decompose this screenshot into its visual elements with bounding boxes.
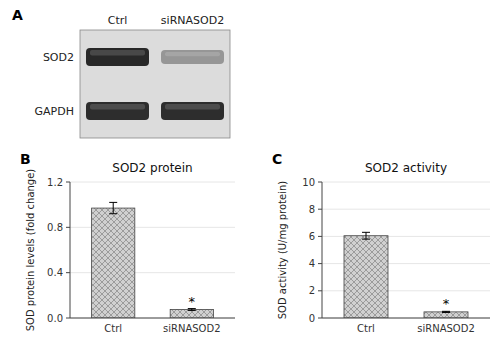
figure: A Ctrl siRNASOD2 SOD2 GAPDH B SOD2 protein 0.0 0… [0, 0, 500, 360]
band-highlight [90, 104, 145, 109]
column-label: siRNASOD2 [161, 14, 224, 27]
grid-line [70, 318, 235, 319]
blot-band [161, 102, 224, 120]
bar [92, 208, 135, 318]
panel-label: A [12, 7, 23, 23]
y-axis-line [70, 182, 71, 318]
error-bar [109, 202, 117, 213]
tick-label: 1.2 [47, 177, 63, 188]
tick-mark [318, 182, 322, 183]
blot-band [86, 102, 149, 120]
bar [170, 310, 213, 319]
marks [344, 232, 468, 318]
category-label: siRNASOD2 [163, 323, 221, 334]
blot-band [86, 48, 149, 66]
tick-label: 0.0 [47, 313, 63, 324]
blot-background [80, 30, 230, 138]
category-label: Ctrl [104, 323, 122, 334]
column-label: Ctrl [108, 14, 128, 27]
category-label: siRNASOD2 [417, 323, 475, 334]
chart-title: SOD2 protein [112, 161, 192, 175]
marks [92, 202, 214, 318]
bar-panel: B SOD2 protein 0.0 0.4 0.8 1.2 Ctrl siRNASOD2 * S… [20, 151, 235, 334]
y-axis-label: SOD protein levels (fold change) [25, 169, 36, 332]
tick-label: 4 [309, 258, 315, 269]
tick-label: 2 [309, 285, 315, 296]
tick-mark [66, 227, 70, 228]
panel-label: B [20, 151, 31, 167]
error-bar [442, 311, 450, 312]
tick-mark [318, 318, 322, 319]
bar [424, 312, 468, 318]
band-highlight [90, 50, 145, 55]
bar-panel: C SOD2 activity 0 2 4 6 8 10 Ctrl siRNASOD2 * SOD a… [272, 151, 490, 334]
band-highlight [165, 104, 220, 109]
tick-label: 8 [309, 204, 315, 215]
tick-label: 6 [309, 231, 315, 242]
grid-line [70, 182, 235, 183]
tick-mark [66, 182, 70, 183]
tick-mark [318, 290, 322, 291]
error-bar [188, 309, 196, 311]
y-axis-label: SOD activity (U/mg protein) [277, 181, 288, 320]
tick-label: 0 [309, 313, 315, 324]
chart-title: SOD2 activity [365, 161, 447, 175]
blot-band [161, 50, 224, 64]
annotation: * [443, 296, 450, 311]
panel-label: C [272, 151, 282, 167]
tick-mark [318, 263, 322, 264]
tick-label: 0.8 [47, 222, 63, 233]
row-label: SOD2 [43, 51, 74, 64]
x-axis-line [322, 318, 490, 319]
blot-panel: A Ctrl siRNASOD2 SOD2 GAPDH [12, 7, 230, 138]
y-axis-line [322, 182, 323, 318]
grid-line [322, 318, 490, 319]
row-label: GAPDH [35, 105, 74, 118]
bar [344, 236, 388, 318]
tick-label: 0.4 [47, 267, 63, 278]
category-label: Ctrl [357, 323, 375, 334]
tick-mark [66, 318, 70, 319]
grid-line [322, 209, 490, 210]
grid-line [322, 182, 490, 183]
band-highlight [165, 52, 220, 56]
tick-mark [318, 236, 322, 237]
tick-label: 10 [302, 177, 315, 188]
error-bar [362, 232, 370, 239]
x-axis-line [70, 318, 235, 319]
tick-mark [66, 272, 70, 273]
annotation: * [189, 294, 196, 309]
tick-mark [318, 209, 322, 210]
